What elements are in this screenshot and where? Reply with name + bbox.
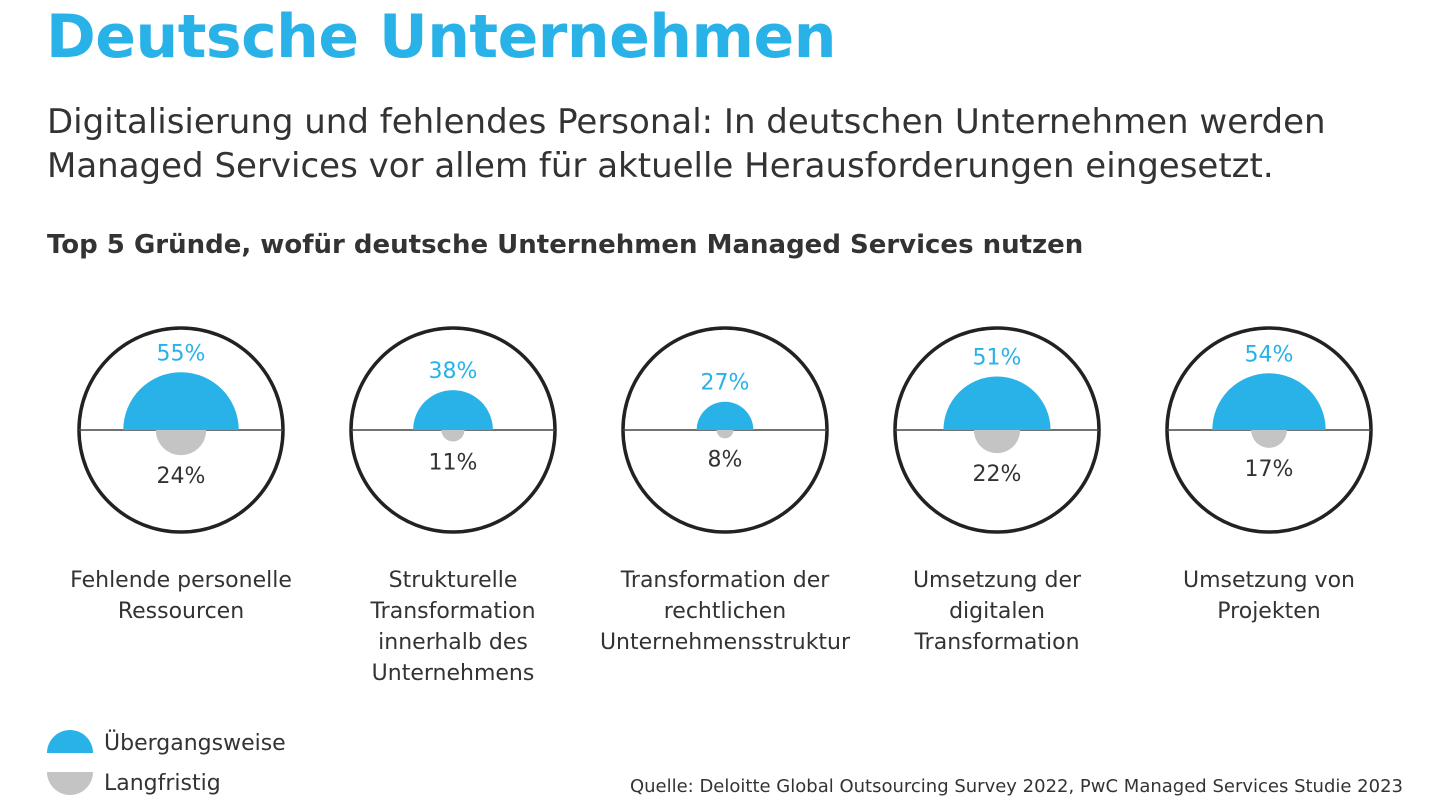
category-label: Strukturelle Transformation innerhalb de… (370, 568, 536, 686)
semicircle (413, 390, 493, 430)
semicircle (1212, 373, 1326, 430)
semicircle (943, 376, 1051, 430)
category-label: Transformation der rechtlichen Unternehm… (599, 568, 851, 655)
source: Quelle: Deloitte Global Outsourcing Surv… (629, 776, 1403, 797)
legend-label: Langfristig (104, 771, 221, 796)
value-label: 54% (1245, 342, 1294, 367)
value-label: 22% (973, 462, 1022, 487)
value-label: 51% (973, 345, 1022, 370)
value-label: 17% (1245, 457, 1294, 482)
value-label: 27% (701, 371, 750, 396)
value-label: 8% (708, 447, 743, 472)
legend-swatch (47, 772, 93, 795)
value-label: 11% (429, 451, 478, 476)
value-label: 24% (157, 464, 206, 489)
semicircle (973, 430, 1021, 454)
legend-label: Übergangsweise (104, 731, 286, 756)
semicircle (123, 372, 239, 430)
legend-swatch (47, 730, 93, 753)
chart-title: Top 5 Gründe, wofür deutsche Unternehmen… (47, 230, 1084, 260)
category-label: Umsetzung von Projekten (1183, 568, 1355, 624)
category-label: Fehlende personelle Ressourcen (70, 568, 292, 624)
value-label: 55% (157, 341, 206, 366)
value-label: 38% (429, 359, 478, 384)
category-label: Umsetzung der digitalen Transformation (912, 568, 1082, 655)
semicircle (155, 430, 207, 456)
subtitle: Digitalisierung und fehlendes Personal: … (47, 102, 1326, 186)
title: Deutsche Unternehmen (46, 2, 836, 72)
semicircle (441, 430, 465, 442)
semicircle (716, 430, 734, 439)
semicircle (696, 401, 754, 430)
semicircle (1251, 430, 1287, 448)
